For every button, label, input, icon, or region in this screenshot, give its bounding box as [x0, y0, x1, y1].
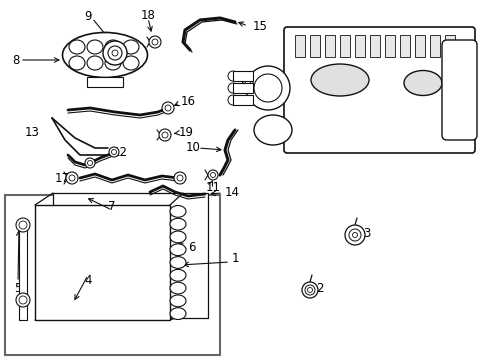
Text: 14: 14: [224, 185, 239, 198]
Ellipse shape: [87, 56, 103, 70]
Text: 9: 9: [84, 9, 92, 23]
Bar: [339, 35, 349, 57]
Circle shape: [19, 296, 27, 304]
Ellipse shape: [69, 40, 85, 54]
Ellipse shape: [170, 244, 185, 256]
Circle shape: [207, 170, 218, 180]
Text: 11: 11: [205, 180, 220, 194]
Ellipse shape: [253, 115, 291, 145]
Ellipse shape: [170, 218, 185, 230]
Circle shape: [302, 282, 317, 298]
Bar: [87, 77, 123, 87]
Circle shape: [227, 83, 238, 93]
Bar: [5, 195, 220, 355]
Ellipse shape: [105, 40, 121, 54]
Bar: [53, 193, 207, 318]
Circle shape: [305, 285, 314, 295]
Text: 2: 2: [316, 282, 323, 294]
Bar: [444, 35, 454, 57]
Circle shape: [245, 80, 250, 85]
Circle shape: [253, 74, 282, 102]
Text: 15: 15: [252, 19, 267, 32]
Bar: [369, 35, 379, 57]
Ellipse shape: [123, 40, 139, 54]
Circle shape: [352, 233, 357, 238]
Circle shape: [112, 50, 118, 56]
Text: 3: 3: [363, 226, 370, 239]
Bar: [354, 35, 364, 57]
Circle shape: [149, 36, 161, 48]
Text: 10: 10: [185, 140, 200, 153]
Text: 8: 8: [12, 54, 20, 67]
Ellipse shape: [170, 257, 185, 269]
Circle shape: [345, 225, 364, 245]
Circle shape: [66, 172, 78, 184]
Ellipse shape: [170, 231, 185, 243]
Text: 12: 12: [112, 145, 127, 158]
Circle shape: [243, 77, 252, 87]
Bar: [294, 35, 305, 57]
Text: 16: 16: [180, 95, 195, 108]
Text: 6: 6: [188, 240, 195, 253]
Ellipse shape: [170, 295, 185, 307]
Ellipse shape: [123, 56, 139, 70]
Ellipse shape: [87, 40, 103, 54]
Bar: [232, 83, 252, 93]
Ellipse shape: [170, 308, 185, 320]
Ellipse shape: [62, 32, 147, 77]
Text: 7: 7: [108, 199, 116, 212]
Text: 1: 1: [231, 252, 238, 265]
Bar: [35, 205, 170, 320]
Circle shape: [85, 158, 95, 168]
Text: 11: 11: [245, 94, 260, 107]
FancyBboxPatch shape: [284, 27, 474, 153]
Bar: [286, 30, 471, 150]
Circle shape: [103, 41, 127, 65]
Ellipse shape: [105, 56, 121, 70]
Bar: [325, 35, 334, 57]
Circle shape: [307, 288, 312, 292]
Ellipse shape: [310, 64, 368, 96]
Bar: [429, 35, 439, 57]
Circle shape: [19, 221, 27, 229]
Bar: [232, 95, 252, 105]
Text: 5: 5: [14, 282, 21, 294]
Circle shape: [227, 95, 238, 105]
Ellipse shape: [170, 269, 185, 281]
Circle shape: [69, 175, 75, 181]
Bar: [232, 71, 252, 81]
Circle shape: [109, 147, 119, 157]
Text: 19: 19: [178, 126, 193, 139]
Circle shape: [16, 293, 30, 307]
Ellipse shape: [170, 282, 185, 294]
Bar: [384, 35, 394, 57]
Circle shape: [174, 172, 185, 184]
Ellipse shape: [170, 206, 185, 217]
Circle shape: [111, 149, 116, 154]
Circle shape: [16, 218, 30, 232]
Text: 13: 13: [24, 126, 40, 139]
Ellipse shape: [403, 71, 441, 95]
Circle shape: [164, 105, 171, 111]
Circle shape: [108, 46, 122, 60]
FancyBboxPatch shape: [441, 40, 476, 140]
Circle shape: [152, 39, 158, 45]
Text: 18: 18: [140, 9, 155, 22]
Bar: [399, 35, 409, 57]
Circle shape: [162, 132, 168, 138]
Circle shape: [227, 71, 238, 81]
Text: 4: 4: [84, 274, 92, 287]
Circle shape: [159, 129, 171, 141]
Bar: [414, 35, 424, 57]
Circle shape: [177, 175, 183, 181]
Text: 17: 17: [54, 171, 69, 185]
Circle shape: [210, 172, 215, 177]
Circle shape: [348, 229, 360, 241]
Bar: [19, 220, 27, 320]
Circle shape: [162, 102, 174, 114]
Circle shape: [245, 66, 289, 110]
Bar: [309, 35, 319, 57]
Circle shape: [87, 161, 92, 166]
Ellipse shape: [69, 56, 85, 70]
